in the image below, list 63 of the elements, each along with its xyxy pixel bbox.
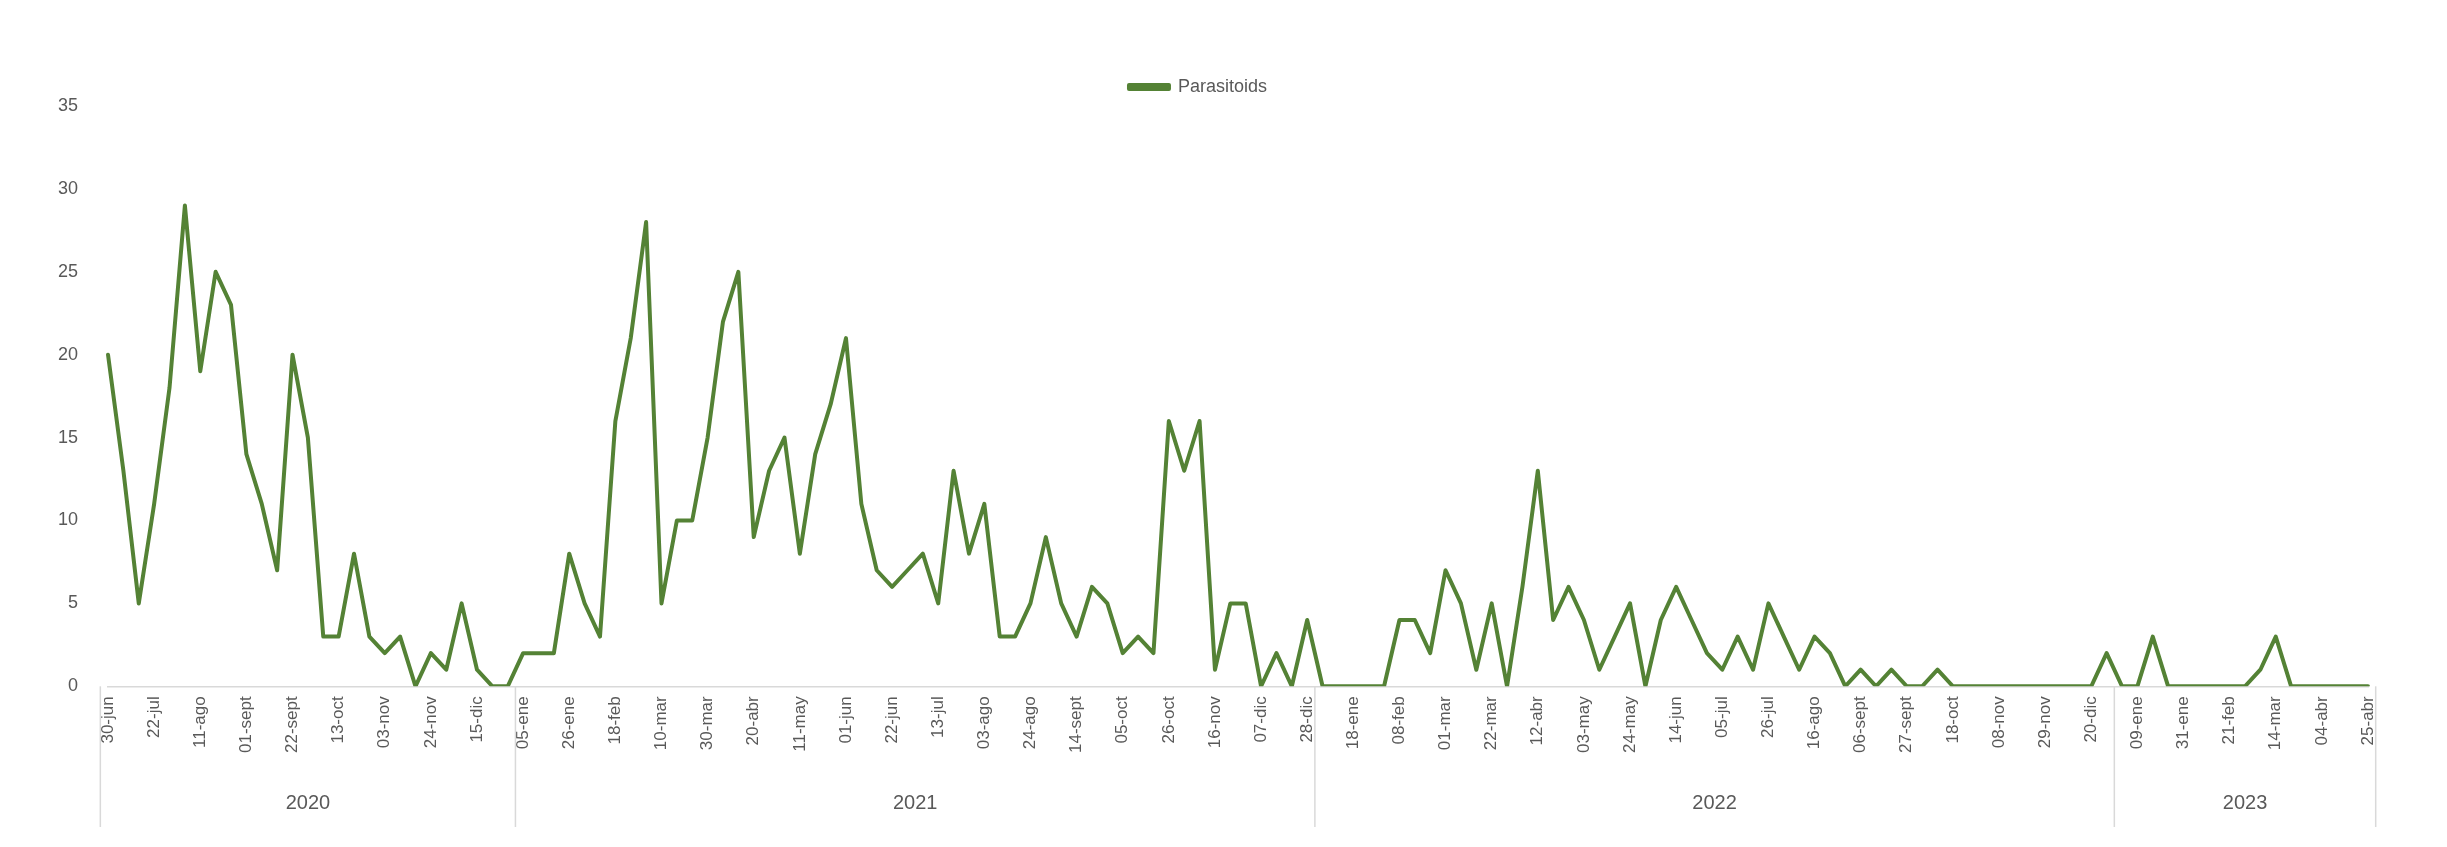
x-tick-label: 24-ago: [1020, 696, 1040, 750]
x-tick-label: 14-mar: [2265, 695, 2285, 751]
x-tick-label: 08-nov: [1988, 695, 2008, 749]
x-tick-label: 16-nov: [1204, 695, 1224, 749]
x-tick-label: 10-mar: [651, 695, 671, 751]
x-tick-label: 28-dic: [1296, 695, 1316, 743]
x-tick-label: 09-ene: [2127, 696, 2147, 750]
x-tick-label: 01-mar: [1435, 695, 1455, 751]
x-tick-label: 14-sept: [1066, 696, 1086, 753]
text: 2022: [1692, 790, 1737, 813]
x-tick-label: 15-dic: [466, 695, 486, 743]
x-tick-label: 24-nov: [420, 695, 440, 749]
x-tick-label: 18-ene: [1343, 696, 1362, 750]
x-tick-label: 22-jul: [143, 696, 163, 738]
x-tick-label: 11-ago: [189, 696, 209, 748]
x-tick-label: 21-feb: [2219, 696, 2239, 745]
text: 2021: [892, 790, 938, 813]
x-tick-label: 27-sept: [1896, 696, 1916, 753]
y-tick-label: 30: [57, 177, 79, 198]
x-tick-label: 31-ene: [2173, 696, 2193, 750]
y-tick-label: 0: [68, 675, 79, 696]
y-tick-label: 15: [57, 426, 79, 447]
x-tick-label: 14-jun: [1665, 696, 1685, 744]
x-tick-label: 03-may: [1573, 695, 1593, 753]
text: 2020: [285, 790, 331, 813]
x-tick-label: 20-abr: [743, 695, 763, 746]
x-tick-label: 26-ene: [558, 696, 578, 750]
x-tick-label: 05-oct: [1112, 696, 1132, 744]
x-tick-label: 22-jun: [881, 696, 901, 744]
text: 2023: [2222, 790, 2268, 813]
x-tick-label: 07-dic: [1250, 695, 1270, 743]
y-tick-label: 25: [57, 260, 79, 281]
x-tick-label: 12-abr: [1527, 695, 1547, 746]
x-tick-label: 11-may: [789, 695, 809, 752]
x-tick-label: 26-oct: [1158, 696, 1178, 744]
x-tick-label: 05-ene: [512, 696, 532, 750]
x-tick-label: 04-abr: [2311, 695, 2331, 746]
x-tick-label: 26-jul: [1758, 696, 1778, 738]
y-tick-label: 10: [57, 509, 79, 530]
x-tick-label: 18-oct: [1942, 696, 1962, 744]
y-tick-label: 5: [68, 592, 79, 613]
x-tick-label: 22-sept: [282, 696, 302, 753]
y-tick-label: 35: [57, 94, 79, 115]
y-tick-label: 20: [57, 343, 79, 364]
x-tick-label: 22-mar: [1481, 695, 1501, 751]
x-tick-label: 13-oct: [328, 696, 348, 744]
x-tick-label: 05-jul: [1711, 696, 1731, 738]
x-tick-label: 30-jun: [97, 696, 117, 744]
x-tick-label: 06-sept: [1850, 696, 1870, 753]
x-tick-label: 08-feb: [1389, 696, 1409, 745]
x-tick-label: 29-nov: [2034, 695, 2054, 749]
legend-label: Parasitoids: [1177, 75, 1268, 96]
x-tick-label: 18-feb: [605, 696, 625, 745]
x-tick-label: 13-jul: [927, 696, 947, 738]
x-tick-label: 25-abr: [2357, 695, 2377, 746]
x-tick-label: 24-may: [1619, 695, 1639, 753]
x-tick-label: 16-ago: [1804, 696, 1824, 750]
x-tick-label: 01-jun: [835, 696, 855, 744]
x-tick-label: 01-sept: [236, 696, 256, 753]
x-tick-label: 03-nov: [374, 695, 394, 749]
x-tick-label: 03-ago: [974, 696, 994, 750]
x-tick-label: 20-dic: [2080, 695, 2100, 743]
x-tick-label: 30-mar: [697, 695, 717, 751]
